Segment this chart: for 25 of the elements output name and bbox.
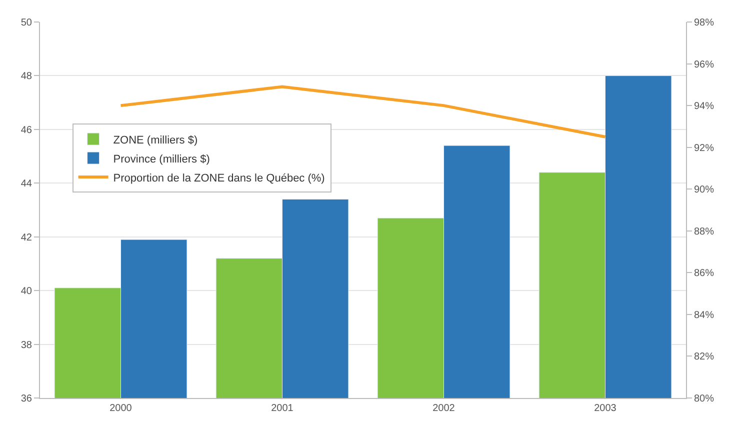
y-tick-label: 40: [20, 286, 32, 298]
x-tick-label: 2000: [110, 403, 132, 414]
y2-tick-label: 92%: [694, 142, 714, 154]
y-tick-label: 44: [20, 178, 32, 190]
y-tick-label: 48: [20, 71, 32, 82]
y2-tick-label: 96%: [694, 59, 714, 70]
legend-label: ZONE (milliers $): [113, 134, 198, 146]
y-tick-label: 46: [20, 124, 32, 136]
y-tick-label: 38: [20, 340, 32, 351]
y2-tick-label: 88%: [694, 226, 714, 238]
y-tick-label: 50: [20, 18, 32, 28]
legend-label: Province (milliers $): [113, 153, 210, 166]
x-tick-label: 2001: [271, 403, 294, 414]
y2-tick-label: 90%: [694, 184, 714, 196]
y-tick-label: 36: [20, 394, 32, 404]
x-tick-label: 2003: [594, 403, 617, 414]
y2-tick-label: 94%: [694, 101, 714, 112]
y2-tick-label: 80%: [694, 394, 714, 404]
y2-tick-label: 82%: [694, 352, 714, 363]
y2-tick-label: 86%: [694, 268, 714, 280]
legend-label: Proportion de la ZONE dans le Québec (%): [113, 172, 325, 184]
y2-tick-label: 98%: [694, 18, 714, 28]
y2-tick-label: 84%: [694, 310, 714, 321]
y-tick-label: 42: [20, 232, 32, 244]
x-tick-label: 2002: [432, 403, 456, 414]
